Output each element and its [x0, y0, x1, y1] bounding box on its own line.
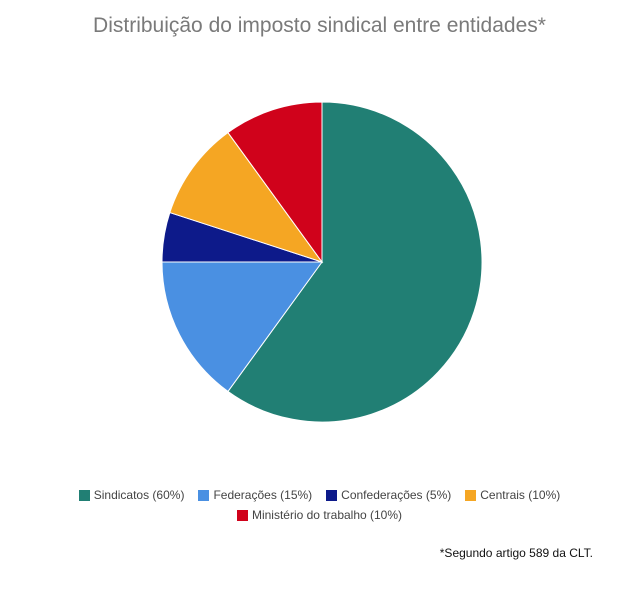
legend-item[interactable]: Centrais (10%): [465, 488, 560, 502]
legend-swatch: [465, 489, 477, 501]
chart-legend: Sindicatos (60%) Federações (15%) Confed…: [60, 488, 579, 522]
legend-label: Ministério do trabalho (10%): [251, 508, 403, 522]
pie-slice-4[interactable]: [227, 101, 323, 264]
legend-swatch: [326, 489, 338, 501]
legend-swatch: [198, 489, 210, 501]
legend-swatch: [78, 489, 90, 501]
pie-slice-1[interactable]: [161, 261, 323, 393]
legend-item[interactable]: Ministério do trabalho (10%): [236, 508, 403, 522]
legend-item[interactable]: Confederações (5%): [326, 488, 451, 502]
pie-slice-0[interactable]: [227, 101, 483, 423]
legend-label: Centrais (10%): [480, 488, 561, 502]
legend-label: Confederações (5%): [341, 488, 452, 502]
legend-label: Sindicatos (60%): [93, 488, 185, 502]
legend-swatch: [236, 509, 248, 521]
legend-item[interactable]: Federações (15%): [198, 488, 312, 502]
footnote: *Segundo artigo 589 da CLT.: [439, 546, 593, 560]
legend-label: Federações (15%): [213, 488, 313, 502]
legend-item[interactable]: Sindicatos (60%): [78, 488, 185, 502]
pie-slice-3[interactable]: [169, 131, 324, 263]
chart-title: Distribuição do imposto sindical entre e…: [93, 14, 546, 37]
